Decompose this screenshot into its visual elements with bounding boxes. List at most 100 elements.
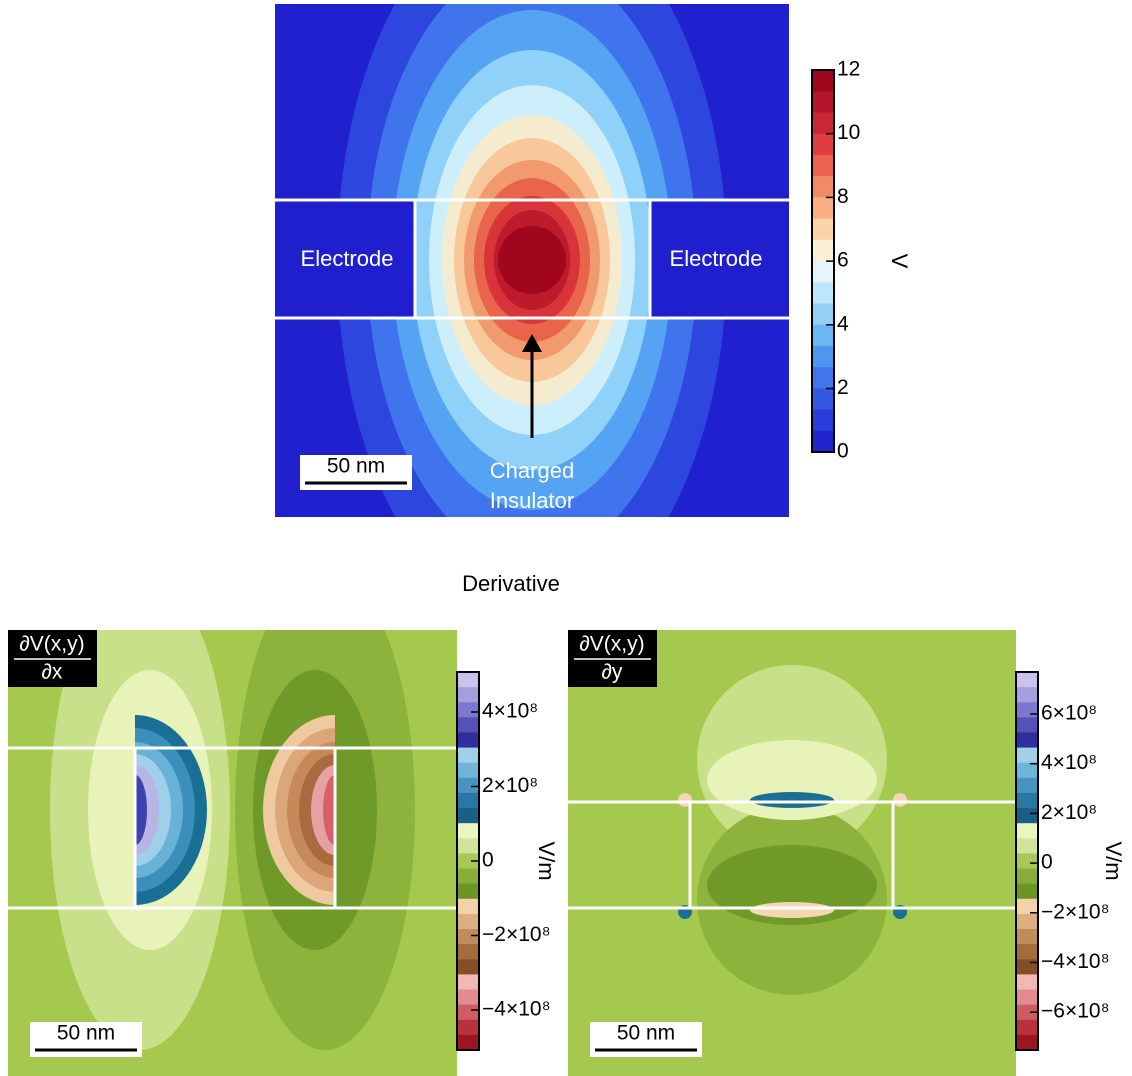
colorbar-band (457, 687, 479, 703)
colorbar-tick-label: 4 (837, 312, 849, 335)
electrode (648, 198, 789, 320)
contour (135, 775, 147, 845)
contour (707, 845, 877, 925)
colorbar-band (457, 747, 479, 764)
colorbar-band (457, 898, 479, 915)
colorbar-tick-label: 4×10⁸ (482, 700, 538, 723)
colorbar-band (1016, 672, 1038, 688)
panel-title: ∂V(x,y) (19, 633, 84, 656)
colorbar-band (1016, 959, 1038, 975)
colorbar-frame (1015, 671, 1039, 1051)
colorbar-band (457, 672, 479, 688)
annotation: Charged (490, 458, 574, 483)
colorbar-band (1016, 868, 1038, 885)
colorbar-band (1016, 1019, 1038, 1036)
colorbar-band (457, 823, 479, 839)
colorbar-band (457, 913, 479, 930)
colorbar-band (1016, 974, 1038, 991)
contour (893, 793, 907, 807)
annotation: Insulator (490, 488, 574, 513)
contour (707, 740, 877, 820)
colorbar-band (1016, 777, 1038, 794)
colorbar-band (812, 197, 834, 220)
contour (498, 226, 566, 294)
colorbar-band (457, 1034, 479, 1051)
colorbar-tick-label: 2×10⁸ (482, 774, 538, 797)
colorbar-band (457, 777, 479, 794)
colorbar-band (457, 808, 479, 824)
colorbar-tick-label: 2×10⁸ (1041, 801, 1097, 824)
colorbar-band (457, 717, 479, 733)
colorbar-band (812, 324, 834, 347)
colorbar-band (1016, 702, 1038, 718)
contour (323, 775, 335, 845)
colorbar-band (1016, 732, 1038, 749)
colorbar-band (1016, 1034, 1038, 1051)
colorbar-band (812, 282, 834, 304)
arrow-head (522, 334, 542, 352)
colorbar-band (457, 929, 479, 945)
section-title: Derivative (462, 571, 560, 596)
colorbar-band (812, 430, 834, 453)
colorbar-band (812, 303, 834, 326)
colorbar-tick-label: 0 (482, 849, 494, 872)
colorbar-band (1016, 823, 1038, 839)
colorbar-band (1016, 898, 1038, 915)
scale-bar-label: 50 nm (327, 455, 385, 478)
colorbar-tick-label: 4×10⁸ (1041, 751, 1097, 774)
colorbar-tick-label: −4×10⁸ (1041, 950, 1109, 973)
colorbar-tick-label: −6×10⁸ (1041, 1000, 1109, 1023)
colorbar-band (812, 154, 834, 177)
colorbar-band (1016, 989, 1038, 1006)
scale-bar-label: 50 nm (57, 1022, 115, 1045)
colorbar-band (457, 853, 479, 870)
overlay: Electrode Electrode Charged Insulator 50 nm 1… (8, 58, 1126, 1057)
colorbar-band (1016, 929, 1038, 945)
colorbar-tick-label: 0 (837, 440, 849, 463)
colorbar-tick-label: 8 (837, 185, 849, 208)
colorbar-band (1016, 1004, 1038, 1021)
colorbar-band (1016, 717, 1038, 733)
colorbar-band (1016, 762, 1038, 779)
colorbar-band (812, 70, 834, 92)
colorbar-band (457, 702, 479, 718)
colorbar-band (812, 261, 834, 283)
dy-map (568, 630, 1016, 1076)
colorbar-band (1016, 883, 1038, 900)
colorbar-band (457, 989, 479, 1006)
colorbar-band (457, 974, 479, 991)
panel-title: ∂y (602, 661, 623, 684)
colorbar-band (812, 367, 834, 389)
colorbar-band (812, 388, 834, 411)
panel-title: ∂x (42, 661, 63, 684)
colorbar-tick-label: 2 (837, 376, 849, 399)
contour (750, 792, 834, 808)
colorbar-band (1016, 913, 1038, 930)
colorbar-tick-label: 6×10⁸ (1041, 702, 1097, 725)
electrode-label: Electrode (301, 246, 394, 271)
colorbar-band (1016, 687, 1038, 703)
colorbar-band (457, 944, 479, 960)
colorbar-band (812, 409, 834, 432)
colorbar-band (457, 1004, 479, 1021)
panel-title: ∂V(x,y) (579, 633, 644, 656)
colorbar-band (812, 345, 834, 368)
colorbar-band (457, 1019, 479, 1036)
colorbar-band (812, 239, 834, 262)
colorbar-band (1016, 808, 1038, 824)
insulator-outline (413, 198, 652, 320)
colorbar-band (1016, 944, 1038, 960)
colorbar-band (457, 959, 479, 975)
colorbar-band (812, 176, 834, 198)
scale-bar-label: 50 nm (617, 1022, 675, 1045)
colorbar-band (1016, 853, 1038, 870)
colorbar-band (457, 792, 479, 809)
colorbar-band (812, 218, 834, 241)
colorbar-tick-label: 12 (837, 58, 860, 81)
colorbar-band (1016, 792, 1038, 809)
colorbar-band (457, 883, 479, 900)
colorbar-tick-label: −2×10⁸ (482, 923, 550, 946)
colorbar-band (812, 91, 834, 113)
